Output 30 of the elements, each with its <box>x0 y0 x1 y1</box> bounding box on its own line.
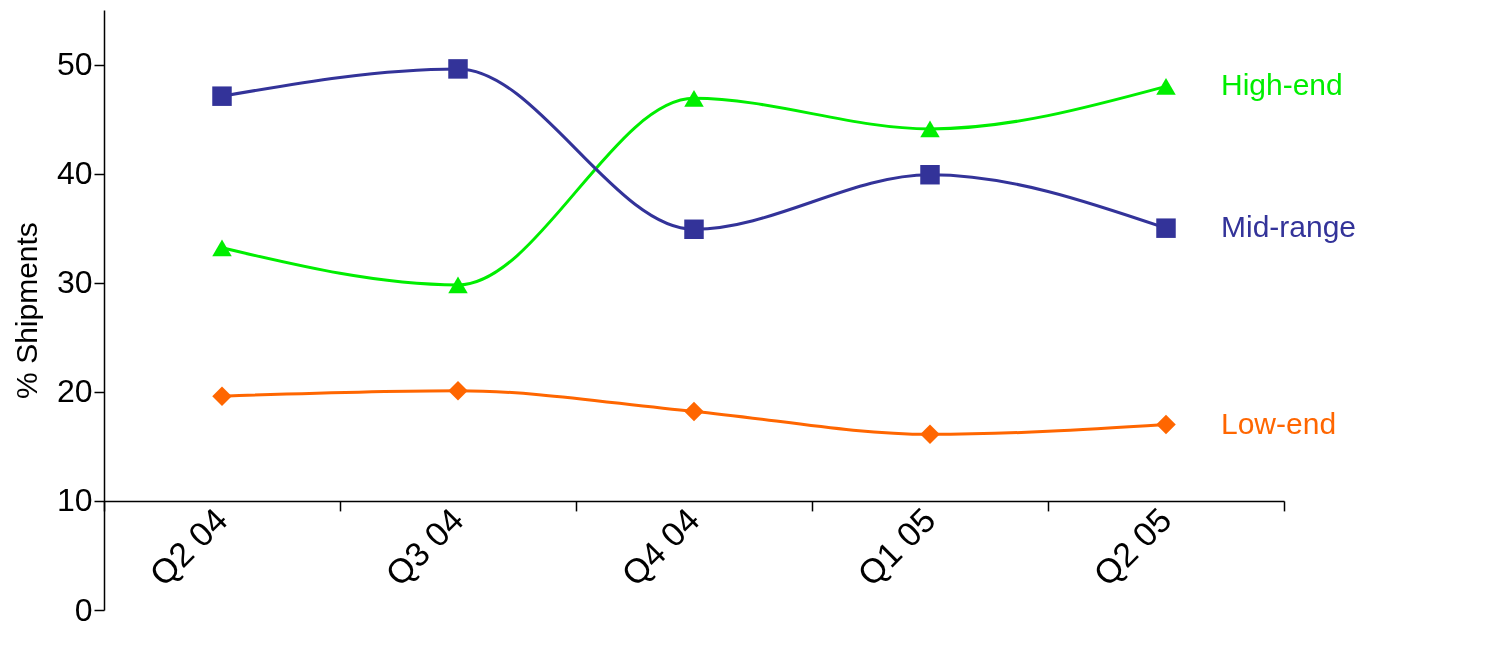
series-label: Mid-range <box>1221 210 1357 244</box>
point <box>920 120 940 138</box>
y-axis-title: % Shipments <box>9 222 43 399</box>
point <box>684 401 704 422</box>
y-tick-label: 0 <box>74 591 93 628</box>
point <box>212 239 232 257</box>
point <box>920 424 940 445</box>
x-tick-label: Q2 04 <box>142 500 235 593</box>
series-label: Low-end <box>1221 406 1337 440</box>
x-tick-label: Q4 04 <box>614 500 707 593</box>
point <box>212 86 232 106</box>
x-tick-label: Q2 05 <box>1086 500 1179 593</box>
point <box>1156 77 1176 95</box>
point <box>920 164 940 185</box>
point <box>684 219 704 240</box>
x-tick-label: Q3 04 <box>378 500 471 593</box>
y-tick-label: 30 <box>56 264 93 301</box>
y-tick-label: 50 <box>56 46 93 83</box>
point <box>448 380 468 401</box>
y-tick-label: 20 <box>56 373 93 410</box>
point <box>448 59 468 79</box>
point <box>684 89 704 107</box>
y-tick-label: 10 <box>56 482 93 519</box>
point <box>448 276 468 294</box>
series-label: High-end <box>1221 68 1343 102</box>
y-tick-label: 40 <box>56 155 93 192</box>
x-tick-label: Q1 05 <box>850 500 943 593</box>
point <box>1156 414 1176 435</box>
point <box>212 386 232 406</box>
point <box>1156 218 1176 238</box>
